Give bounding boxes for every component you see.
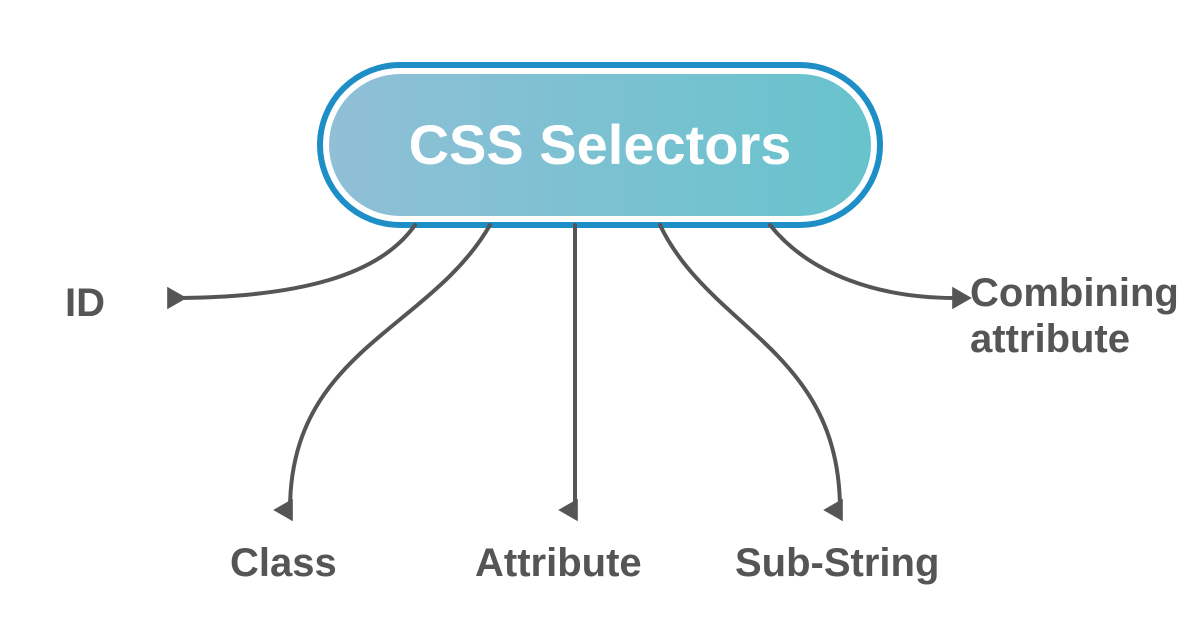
edge-class — [290, 225, 490, 510]
leaf-label-id: ID — [65, 280, 105, 326]
edge-substring — [660, 225, 840, 510]
leaf-label-class: Class — [230, 540, 337, 586]
leaf-label-combining: Combining attribute — [970, 270, 1179, 362]
diagram-stage: CSS Selectors ID Class Attribute Sub-String… — [0, 0, 1200, 627]
edge-combining — [770, 225, 955, 298]
root-node: CSS Selectors — [320, 65, 880, 225]
root-label: CSS Selectors — [409, 113, 792, 176]
leaf-label-attribute: Attribute — [475, 540, 642, 586]
edge-id — [170, 225, 415, 298]
diagram-edges — [170, 225, 955, 510]
leaf-label-substring: Sub-String — [735, 540, 939, 586]
